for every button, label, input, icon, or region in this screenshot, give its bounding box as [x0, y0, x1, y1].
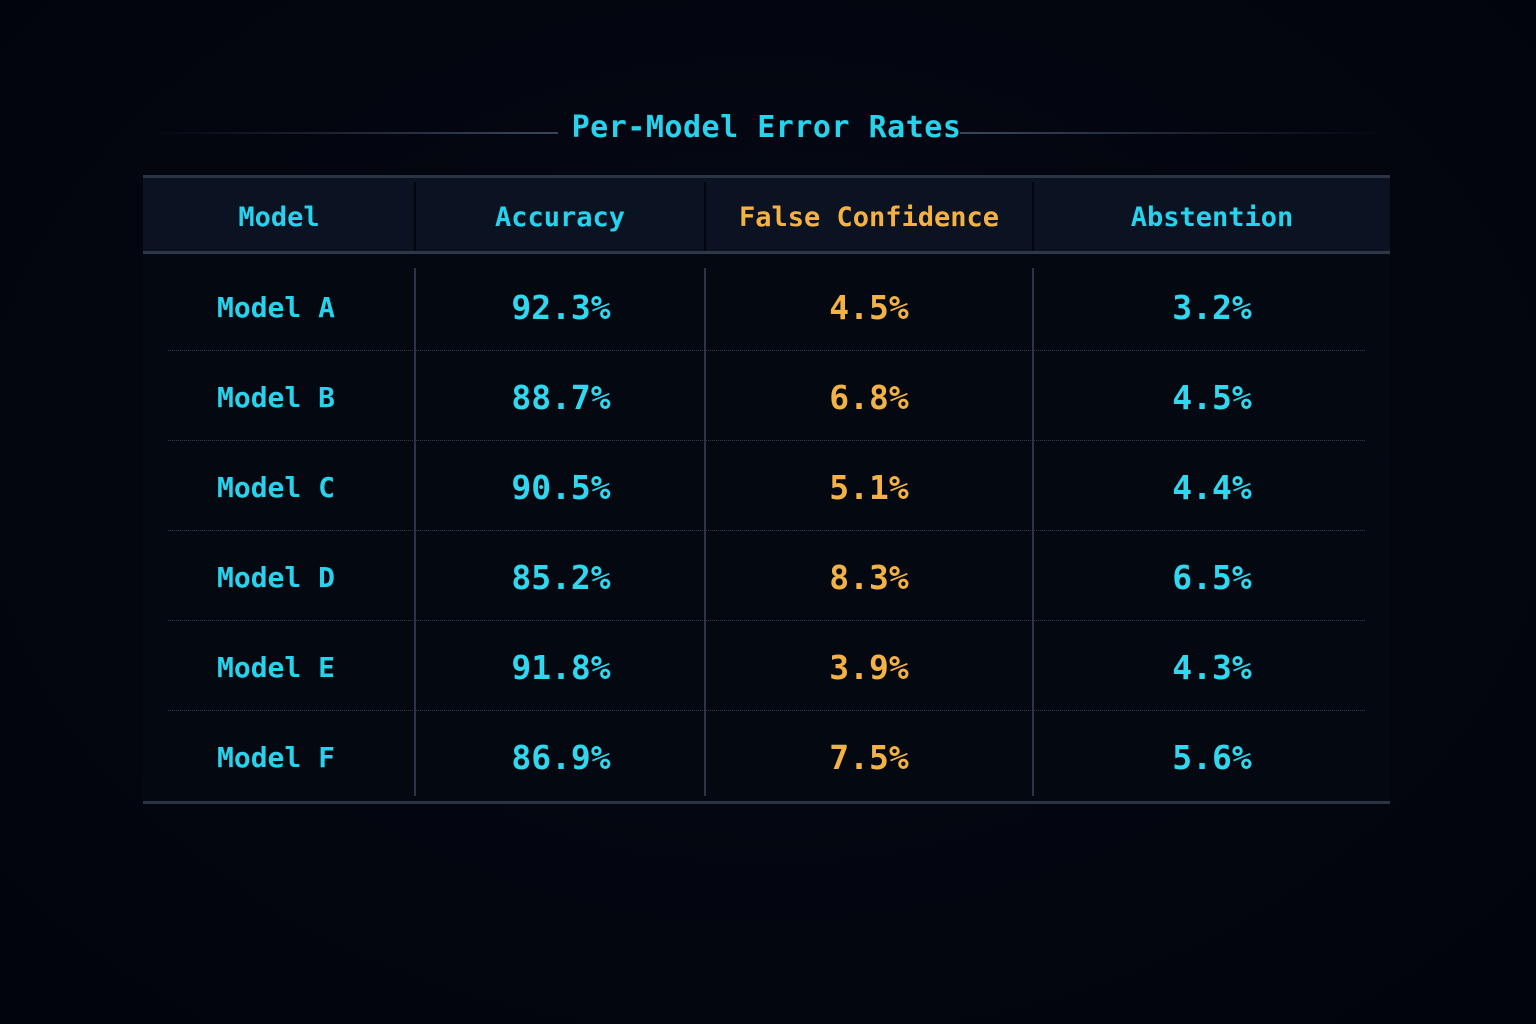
accuracy-value: 88.7%: [511, 378, 611, 417]
title-row: Per-Model Error Rates: [143, 106, 1390, 158]
abstention-value: 4.3%: [1172, 648, 1252, 687]
column-divider: [704, 268, 706, 796]
accuracy-value: 86.9%: [511, 738, 611, 777]
abstention-value: 6.5%: [1172, 558, 1252, 597]
title-rule-right: [960, 132, 1390, 134]
model-name: Model E: [216, 651, 335, 684]
title-rule-left: [143, 132, 558, 134]
header-accuracy: Accuracy: [494, 202, 626, 233]
header-separator: [704, 182, 706, 251]
false-confidence-value: 5.1%: [829, 468, 909, 507]
header-separator: [1032, 182, 1034, 251]
abstention-value: 4.4%: [1172, 468, 1252, 507]
column-divider: [414, 268, 416, 796]
accuracy-value: 85.2%: [511, 558, 611, 597]
false-confidence-value: 8.3%: [829, 558, 909, 597]
abstention-value: 4.5%: [1172, 378, 1252, 417]
false-confidence-value: 7.5%: [829, 738, 909, 777]
model-name: Model A: [216, 291, 335, 324]
error-rate-table: Model Accuracy False Confidence Abstenti…: [143, 175, 1390, 804]
header-abstention: Abstention: [1130, 202, 1294, 233]
chart-title: Per-Model Error Rates: [571, 110, 962, 145]
row-separator: [168, 350, 1365, 351]
column-divider: [1032, 268, 1034, 796]
header-false-confidence: False Confidence: [738, 202, 1000, 233]
row-separator: [168, 530, 1365, 531]
false-confidence-value: 4.5%: [829, 288, 909, 327]
header-model: Model: [238, 202, 320, 233]
model-name: Model D: [216, 561, 335, 594]
false-confidence-value: 6.8%: [829, 378, 909, 417]
model-name: Model C: [216, 471, 335, 504]
abstention-value: 5.6%: [1172, 738, 1252, 777]
accuracy-value: 90.5%: [511, 468, 611, 507]
model-name: Model B: [216, 381, 335, 414]
header-separator: [414, 182, 416, 251]
false-confidence-value: 3.9%: [829, 648, 909, 687]
abstention-value: 3.2%: [1172, 288, 1252, 327]
row-separator: [168, 620, 1365, 621]
accuracy-value: 91.8%: [511, 648, 611, 687]
row-separator: [168, 710, 1365, 711]
table-header: Model Accuracy False Confidence Abstenti…: [143, 178, 1390, 254]
model-name: Model F: [216, 741, 335, 774]
accuracy-value: 92.3%: [511, 288, 611, 327]
row-separator: [168, 440, 1365, 441]
